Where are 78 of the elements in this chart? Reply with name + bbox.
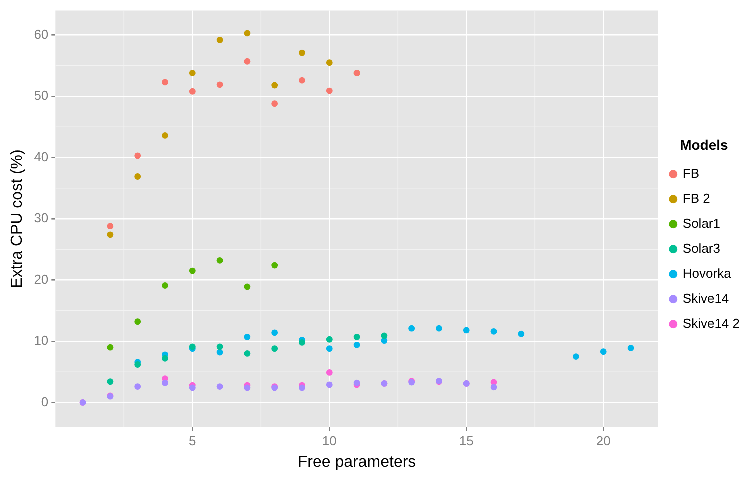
point (463, 327, 470, 334)
point (189, 70, 196, 76)
point (134, 318, 142, 326)
point (272, 100, 278, 108)
legend-label: Hovorka (682, 266, 732, 281)
point (244, 334, 251, 340)
y-tick-label: 60 (34, 26, 49, 42)
point (244, 284, 251, 290)
point (107, 223, 114, 230)
point (134, 152, 142, 160)
y-tick-label: 10 (34, 333, 49, 348)
point (162, 380, 168, 386)
y-tick-label: 20 (34, 272, 49, 287)
point (189, 384, 196, 392)
point (326, 60, 333, 66)
y-tick-label: 50 (34, 88, 49, 104)
legend-label: Skive14 2 (682, 316, 740, 331)
point (299, 339, 306, 346)
point (216, 349, 224, 356)
point (490, 328, 498, 335)
point (162, 79, 168, 86)
point (216, 36, 224, 44)
point (272, 330, 278, 336)
point (408, 325, 416, 332)
point (216, 344, 224, 350)
point (573, 354, 580, 360)
legend-label: Skive14 (682, 290, 730, 306)
x-tick-label: 15 (459, 434, 474, 449)
y-tick-label: 30 (34, 210, 49, 226)
point (326, 370, 333, 376)
point (436, 325, 442, 332)
point (600, 348, 607, 356)
point (326, 346, 333, 352)
point (244, 384, 251, 392)
point (354, 342, 360, 348)
point (162, 132, 168, 139)
point (134, 362, 142, 368)
point (490, 384, 498, 391)
point (272, 82, 278, 89)
point (299, 384, 306, 392)
point (107, 232, 114, 238)
legend-title: Models (680, 136, 729, 153)
point (299, 77, 306, 84)
point (162, 282, 168, 289)
x-tick-label: 10 (322, 434, 337, 449)
y-axis-title: Extra CPU cost (%) (9, 150, 26, 288)
y-tick-label: 40 (34, 149, 49, 164)
y-tick-label: 0 (41, 394, 49, 410)
point (189, 88, 196, 95)
point (107, 344, 114, 351)
x-tick-label: 20 (596, 434, 611, 449)
point (326, 88, 333, 94)
point (272, 262, 278, 269)
point (244, 30, 251, 37)
legend-label: Solar3 (682, 240, 720, 256)
x-axis-title: Free parameters (298, 454, 416, 471)
point (381, 332, 388, 340)
point (134, 384, 142, 390)
legend-label: FB (682, 166, 700, 181)
legend-label: FB 2 (682, 190, 710, 206)
point (518, 330, 525, 338)
point (244, 58, 251, 65)
point (189, 268, 196, 274)
point (216, 257, 224, 264)
legend-label: Solar1 (682, 216, 720, 231)
point (299, 50, 306, 56)
point (354, 334, 360, 340)
point (216, 384, 224, 390)
point (107, 378, 114, 386)
point (162, 355, 168, 362)
point (244, 350, 251, 357)
x-tick-label: 5 (189, 434, 196, 449)
point (216, 82, 224, 88)
point (628, 345, 634, 352)
point (326, 382, 333, 388)
point (134, 174, 142, 180)
point (272, 346, 278, 352)
point (326, 336, 333, 343)
